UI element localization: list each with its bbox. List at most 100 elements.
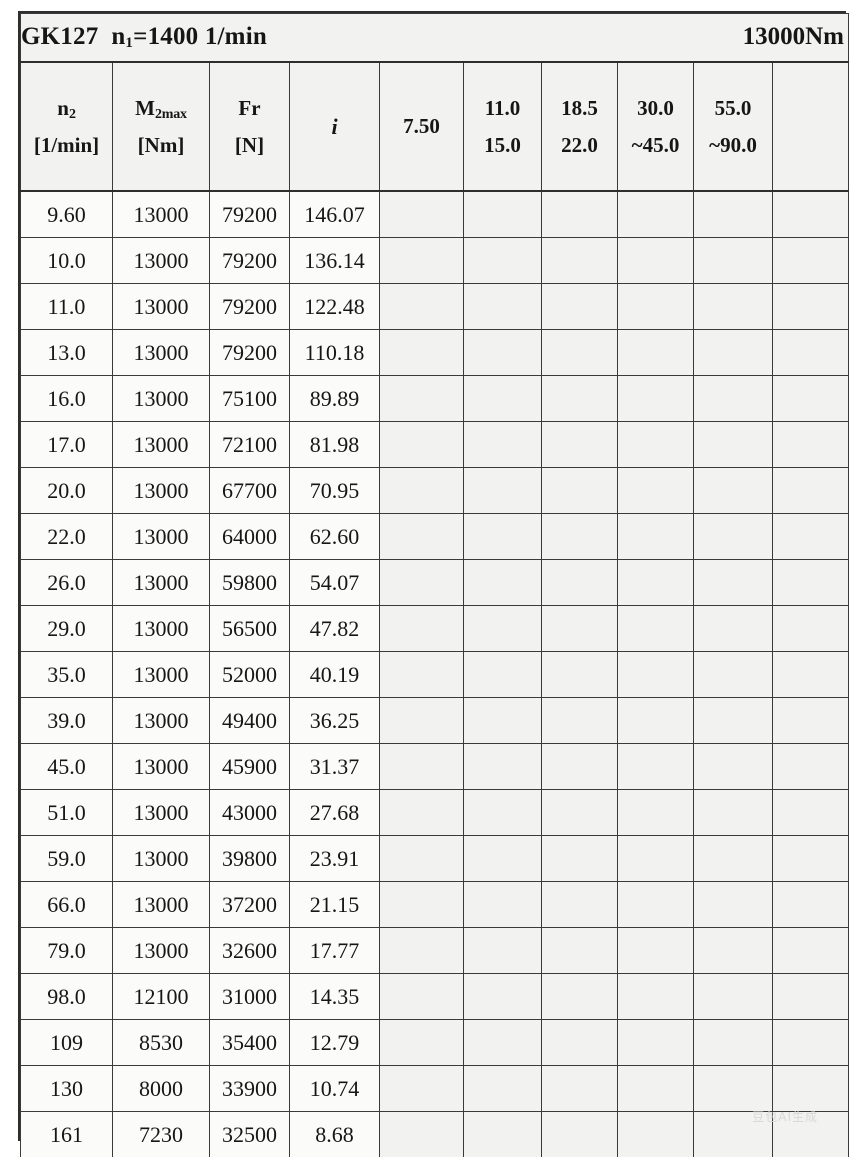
cell-ratio: 10.74 xyxy=(290,1066,380,1112)
cell-m2max: 13000 xyxy=(113,284,210,330)
cell-motor-option-3 xyxy=(542,928,618,974)
cell-motor-option-4 xyxy=(618,882,694,928)
cell-m2max: 13000 xyxy=(113,238,210,284)
header-m2max: M2max [Nm] xyxy=(113,62,210,191)
cell-n2: 22.0 xyxy=(21,514,113,560)
cell-motor-option-1 xyxy=(380,330,464,376)
cell-motor-option-5 xyxy=(694,1020,773,1066)
cell-ratio: 12.79 xyxy=(290,1020,380,1066)
cell-motor-option-1 xyxy=(380,422,464,468)
cell-motor-option-2 xyxy=(464,882,542,928)
cell-fr: 79200 xyxy=(210,191,290,238)
cell-fr: 64000 xyxy=(210,514,290,560)
cell-n2: 16.0 xyxy=(21,376,113,422)
cell-motor-option-2 xyxy=(464,744,542,790)
cell-motor-option-6 xyxy=(773,698,849,744)
cell-motor-option-2 xyxy=(464,1020,542,1066)
cell-fr: 72100 xyxy=(210,422,290,468)
cell-motor-option-1 xyxy=(380,928,464,974)
cell-motor-option-4 xyxy=(618,744,694,790)
cell-motor-option-3 xyxy=(542,191,618,238)
cell-motor-option-4 xyxy=(618,330,694,376)
cell-motor-option-5 xyxy=(694,882,773,928)
cell-m2max: 13000 xyxy=(113,330,210,376)
cell-motor-option-1 xyxy=(380,974,464,1020)
cell-motor-option-2 xyxy=(464,560,542,606)
title-cell: GK127 n1=1400 1/min 13000Nm xyxy=(21,14,849,63)
cell-motor-option-6 xyxy=(773,330,849,376)
cell-motor-option-6 xyxy=(773,1066,849,1112)
header-i: i xyxy=(290,62,380,191)
cell-motor-option-2 xyxy=(464,238,542,284)
cell-fr: 32500 xyxy=(210,1112,290,1157)
cell-motor-option-5 xyxy=(694,330,773,376)
cell-ratio: 8.68 xyxy=(290,1112,380,1157)
cell-m2max: 13000 xyxy=(113,606,210,652)
cell-ratio: 27.68 xyxy=(290,790,380,836)
cell-motor-option-4 xyxy=(618,468,694,514)
header-i-symbol: i xyxy=(331,114,337,139)
cell-motor-option-3 xyxy=(542,836,618,882)
cell-motor-option-3 xyxy=(542,560,618,606)
cell-motor-option-2 xyxy=(464,284,542,330)
cell-motor-option-4 xyxy=(618,1066,694,1112)
cell-motor-option-6 xyxy=(773,974,849,1020)
cell-motor-option-6 xyxy=(773,744,849,790)
cell-fr: 45900 xyxy=(210,744,290,790)
cell-fr: 31000 xyxy=(210,974,290,1020)
cell-motor-option-2 xyxy=(464,652,542,698)
cell-ratio: 14.35 xyxy=(290,974,380,1020)
table-body: GK127 n1=1400 1/min 13000Nm n2 [1/min] xyxy=(21,14,849,1157)
cell-motor-option-6 xyxy=(773,514,849,560)
cell-n2: 9.60 xyxy=(21,191,113,238)
cell-fr: 43000 xyxy=(210,790,290,836)
cell-ratio: 36.25 xyxy=(290,698,380,744)
torque-rating: 13000Nm xyxy=(743,23,848,52)
cell-m2max: 13000 xyxy=(113,191,210,238)
cell-motor-option-6 xyxy=(773,652,849,698)
cell-motor-option-6 xyxy=(773,1020,849,1066)
cell-ratio: 23.91 xyxy=(290,836,380,882)
header-motor-55-90: 55.0 ~90.0 xyxy=(694,62,773,191)
cell-fr: 56500 xyxy=(210,606,290,652)
cell-m2max: 13000 xyxy=(113,698,210,744)
input-speed-label: n1=1400 1/min xyxy=(105,23,267,50)
cell-m2max: 12100 xyxy=(113,974,210,1020)
cell-n2: 26.0 xyxy=(21,560,113,606)
cell-motor-option-6 xyxy=(773,606,849,652)
title-row: GK127 n1=1400 1/min 13000Nm xyxy=(21,14,849,63)
cell-ratio: 70.95 xyxy=(290,468,380,514)
cell-motor-option-2 xyxy=(464,1066,542,1112)
cell-m2max: 13000 xyxy=(113,928,210,974)
cell-n2: 51.0 xyxy=(21,790,113,836)
cell-m2max: 13000 xyxy=(113,882,210,928)
header-motor-7-50-label: 7.50 xyxy=(403,114,440,138)
cell-motor-option-4 xyxy=(618,238,694,284)
cell-motor-option-1 xyxy=(380,1112,464,1157)
cell-motor-option-4 xyxy=(618,698,694,744)
cell-n2: 161 xyxy=(21,1112,113,1157)
cell-n2: 130 xyxy=(21,1066,113,1112)
cell-m2max: 13000 xyxy=(113,790,210,836)
header-motor-11-15-l1: 11.0 xyxy=(485,96,521,120)
cell-motor-option-5 xyxy=(694,191,773,238)
cell-fr: 32600 xyxy=(210,928,290,974)
cell-m2max: 13000 xyxy=(113,468,210,514)
cell-motor-option-6 xyxy=(773,836,849,882)
cell-motor-option-3 xyxy=(542,284,618,330)
cell-motor-option-1 xyxy=(380,744,464,790)
cell-motor-option-2 xyxy=(464,376,542,422)
cell-motor-option-3 xyxy=(542,1066,618,1112)
cell-motor-option-3 xyxy=(542,330,618,376)
cell-motor-option-3 xyxy=(542,606,618,652)
cell-motor-option-1 xyxy=(380,790,464,836)
header-fr-unit: [N] xyxy=(235,133,264,157)
